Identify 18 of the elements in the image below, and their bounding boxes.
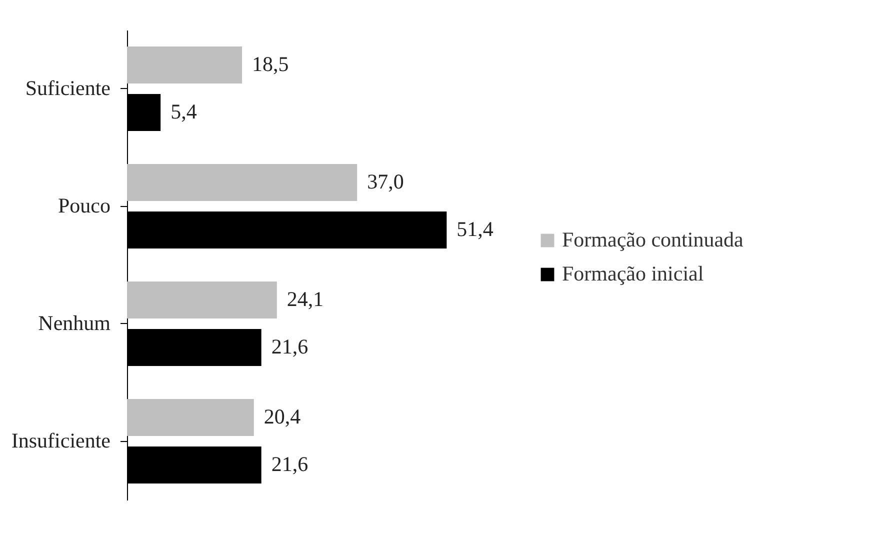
bar: [127, 281, 277, 319]
bar: [127, 46, 242, 84]
data-label: 5,4: [170, 100, 198, 124]
data-label: 24,1: [286, 286, 324, 311]
bar: [127, 398, 254, 436]
data-label: 18,5: [252, 52, 289, 76]
data-label: 21,6: [271, 334, 308, 359]
y-tick-label: Nenhum: [38, 310, 110, 335]
y-tick-label: Insuficiente: [11, 428, 110, 452]
data-label: 37,0: [367, 169, 404, 194]
data-label: 20,4: [264, 404, 302, 428]
y-tick-label: Pouco: [58, 193, 110, 218]
bar: [127, 164, 358, 202]
legend-label: Formação continuada: [562, 228, 744, 252]
data-label: 21,6: [271, 452, 308, 476]
legend-label: Formação inicial: [562, 262, 704, 286]
y-tick-label: Suficiente: [25, 76, 110, 100]
data-label: 51,4: [456, 217, 494, 242]
